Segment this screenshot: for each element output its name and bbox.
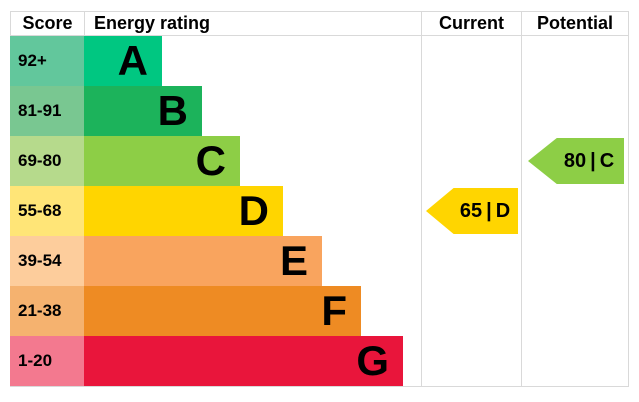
- band-row-c: 69-80 C: [10, 136, 629, 186]
- current-rating-score: 65: [459, 199, 483, 222]
- band-score-range: 1-20: [18, 351, 53, 370]
- band-letter: G: [356, 337, 389, 384]
- band-rows: 92+ A 81-91 B 69-80 C 55-68: [10, 36, 629, 386]
- band-row-a: 92+ A: [10, 36, 629, 86]
- band-score-cell: 55-68: [10, 186, 84, 236]
- band-score-cell: 39-54: [10, 236, 84, 286]
- header-energy-rating: Energy rating: [85, 12, 422, 35]
- header-score: Score: [11, 12, 85, 35]
- potential-rating-score: 80: [563, 149, 587, 172]
- band-row-e: 39-54 E: [10, 236, 629, 286]
- current-column-left-divider: [421, 36, 422, 386]
- band-score-cell: 69-80: [10, 136, 84, 186]
- rating-separator: |: [486, 199, 492, 222]
- band-score-cell: 21-38: [10, 286, 84, 336]
- band-score-range: 81-91: [18, 101, 62, 120]
- band-letter: C: [195, 137, 226, 184]
- band-score-cell: 81-91: [10, 86, 84, 136]
- band-bar: A: [84, 36, 162, 86]
- band-score-range: 69-80: [18, 151, 62, 170]
- band-row-f: 21-38 F: [10, 286, 629, 336]
- band-score-cell: 1-20: [10, 336, 84, 386]
- chart-header-row: Score Energy rating Current Potential: [10, 11, 629, 36]
- band-bar: B: [84, 86, 202, 136]
- band-bar: D: [84, 186, 283, 236]
- current-rating-band: D: [495, 199, 511, 222]
- band-score-cell: 92+: [10, 36, 84, 86]
- band-letter: D: [238, 187, 269, 234]
- band-letter: A: [117, 37, 148, 84]
- band-letter: B: [157, 87, 188, 134]
- potential-column-left-divider: [521, 36, 522, 386]
- header-potential: Potential: [536, 13, 613, 33]
- band-bar: F: [84, 286, 361, 336]
- band-bar: E: [84, 236, 322, 286]
- band-score-range: 55-68: [18, 201, 62, 220]
- band-row-d: 55-68 D: [10, 186, 629, 236]
- band-score-range: 39-54: [18, 251, 62, 270]
- chart-bottom-border: [10, 386, 629, 387]
- band-bar: G: [84, 336, 403, 386]
- band-letter: F: [321, 287, 347, 334]
- band-row-b: 81-91 B: [10, 86, 629, 136]
- band-score-range: 92+: [18, 51, 47, 70]
- header-current: Current: [422, 12, 522, 35]
- potential-rating-band: C: [599, 149, 615, 172]
- rating-separator: |: [590, 149, 596, 172]
- band-score-range: 21-38: [18, 301, 62, 320]
- band-row-g: 1-20 G: [10, 336, 629, 386]
- band-letter: E: [279, 237, 308, 284]
- chart-right-border: [628, 36, 629, 386]
- band-bar: C: [84, 136, 240, 186]
